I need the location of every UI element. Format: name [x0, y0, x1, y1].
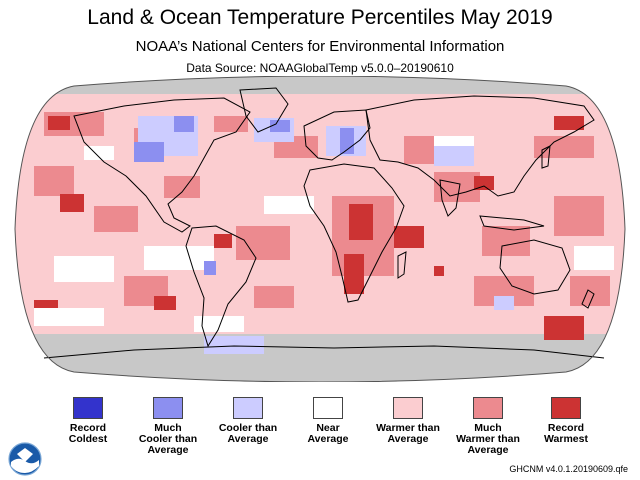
legend-near-average: Near Average — [288, 397, 368, 445]
map-outline — [14, 76, 626, 382]
legend-label: Much Cooler than Average — [138, 422, 198, 456]
legend-swatch — [233, 397, 263, 419]
world-map — [14, 76, 626, 382]
legend-label: Much Warmer than Average — [456, 422, 520, 456]
map-title: Land & Ocean Temperature Percentiles May… — [87, 6, 553, 29]
legend-swatch — [73, 397, 103, 419]
legend-cooler: Cooler than Average — [208, 397, 288, 445]
noaa-logo — [8, 442, 42, 476]
legend-label: Cooler than Average — [218, 422, 278, 445]
legend-record-coldest: Record Coldest — [48, 397, 128, 445]
legend-much-cooler: Much Cooler than Average — [128, 397, 208, 456]
dataset-version: GHCNM v4.0.1.20190609.qfe — [509, 464, 628, 474]
legend-swatch — [551, 397, 581, 419]
data-source: Data Source: NOAAGlobalTemp v5.0.0–20190… — [186, 61, 454, 75]
coastlines — [43, 87, 605, 359]
legend-swatch — [153, 397, 183, 419]
legend-warmer: Warmer than Average — [368, 397, 448, 445]
legend-label: Warmer than Average — [376, 422, 440, 445]
legend-much-warmer: Much Warmer than Average — [448, 397, 528, 456]
legend-swatch — [473, 397, 503, 419]
legend-record-warmest: Record Warmest — [526, 397, 606, 445]
legend-swatch — [313, 397, 343, 419]
legend-label: Near Average — [307, 422, 349, 445]
percentile-grid — [15, 76, 625, 382]
legend-label: Record Warmest — [544, 422, 588, 445]
legend-label: Record Coldest — [68, 422, 108, 445]
legend-swatch — [393, 397, 423, 419]
map-subtitle: NOAA’s National Centers for Environmenta… — [135, 38, 505, 55]
